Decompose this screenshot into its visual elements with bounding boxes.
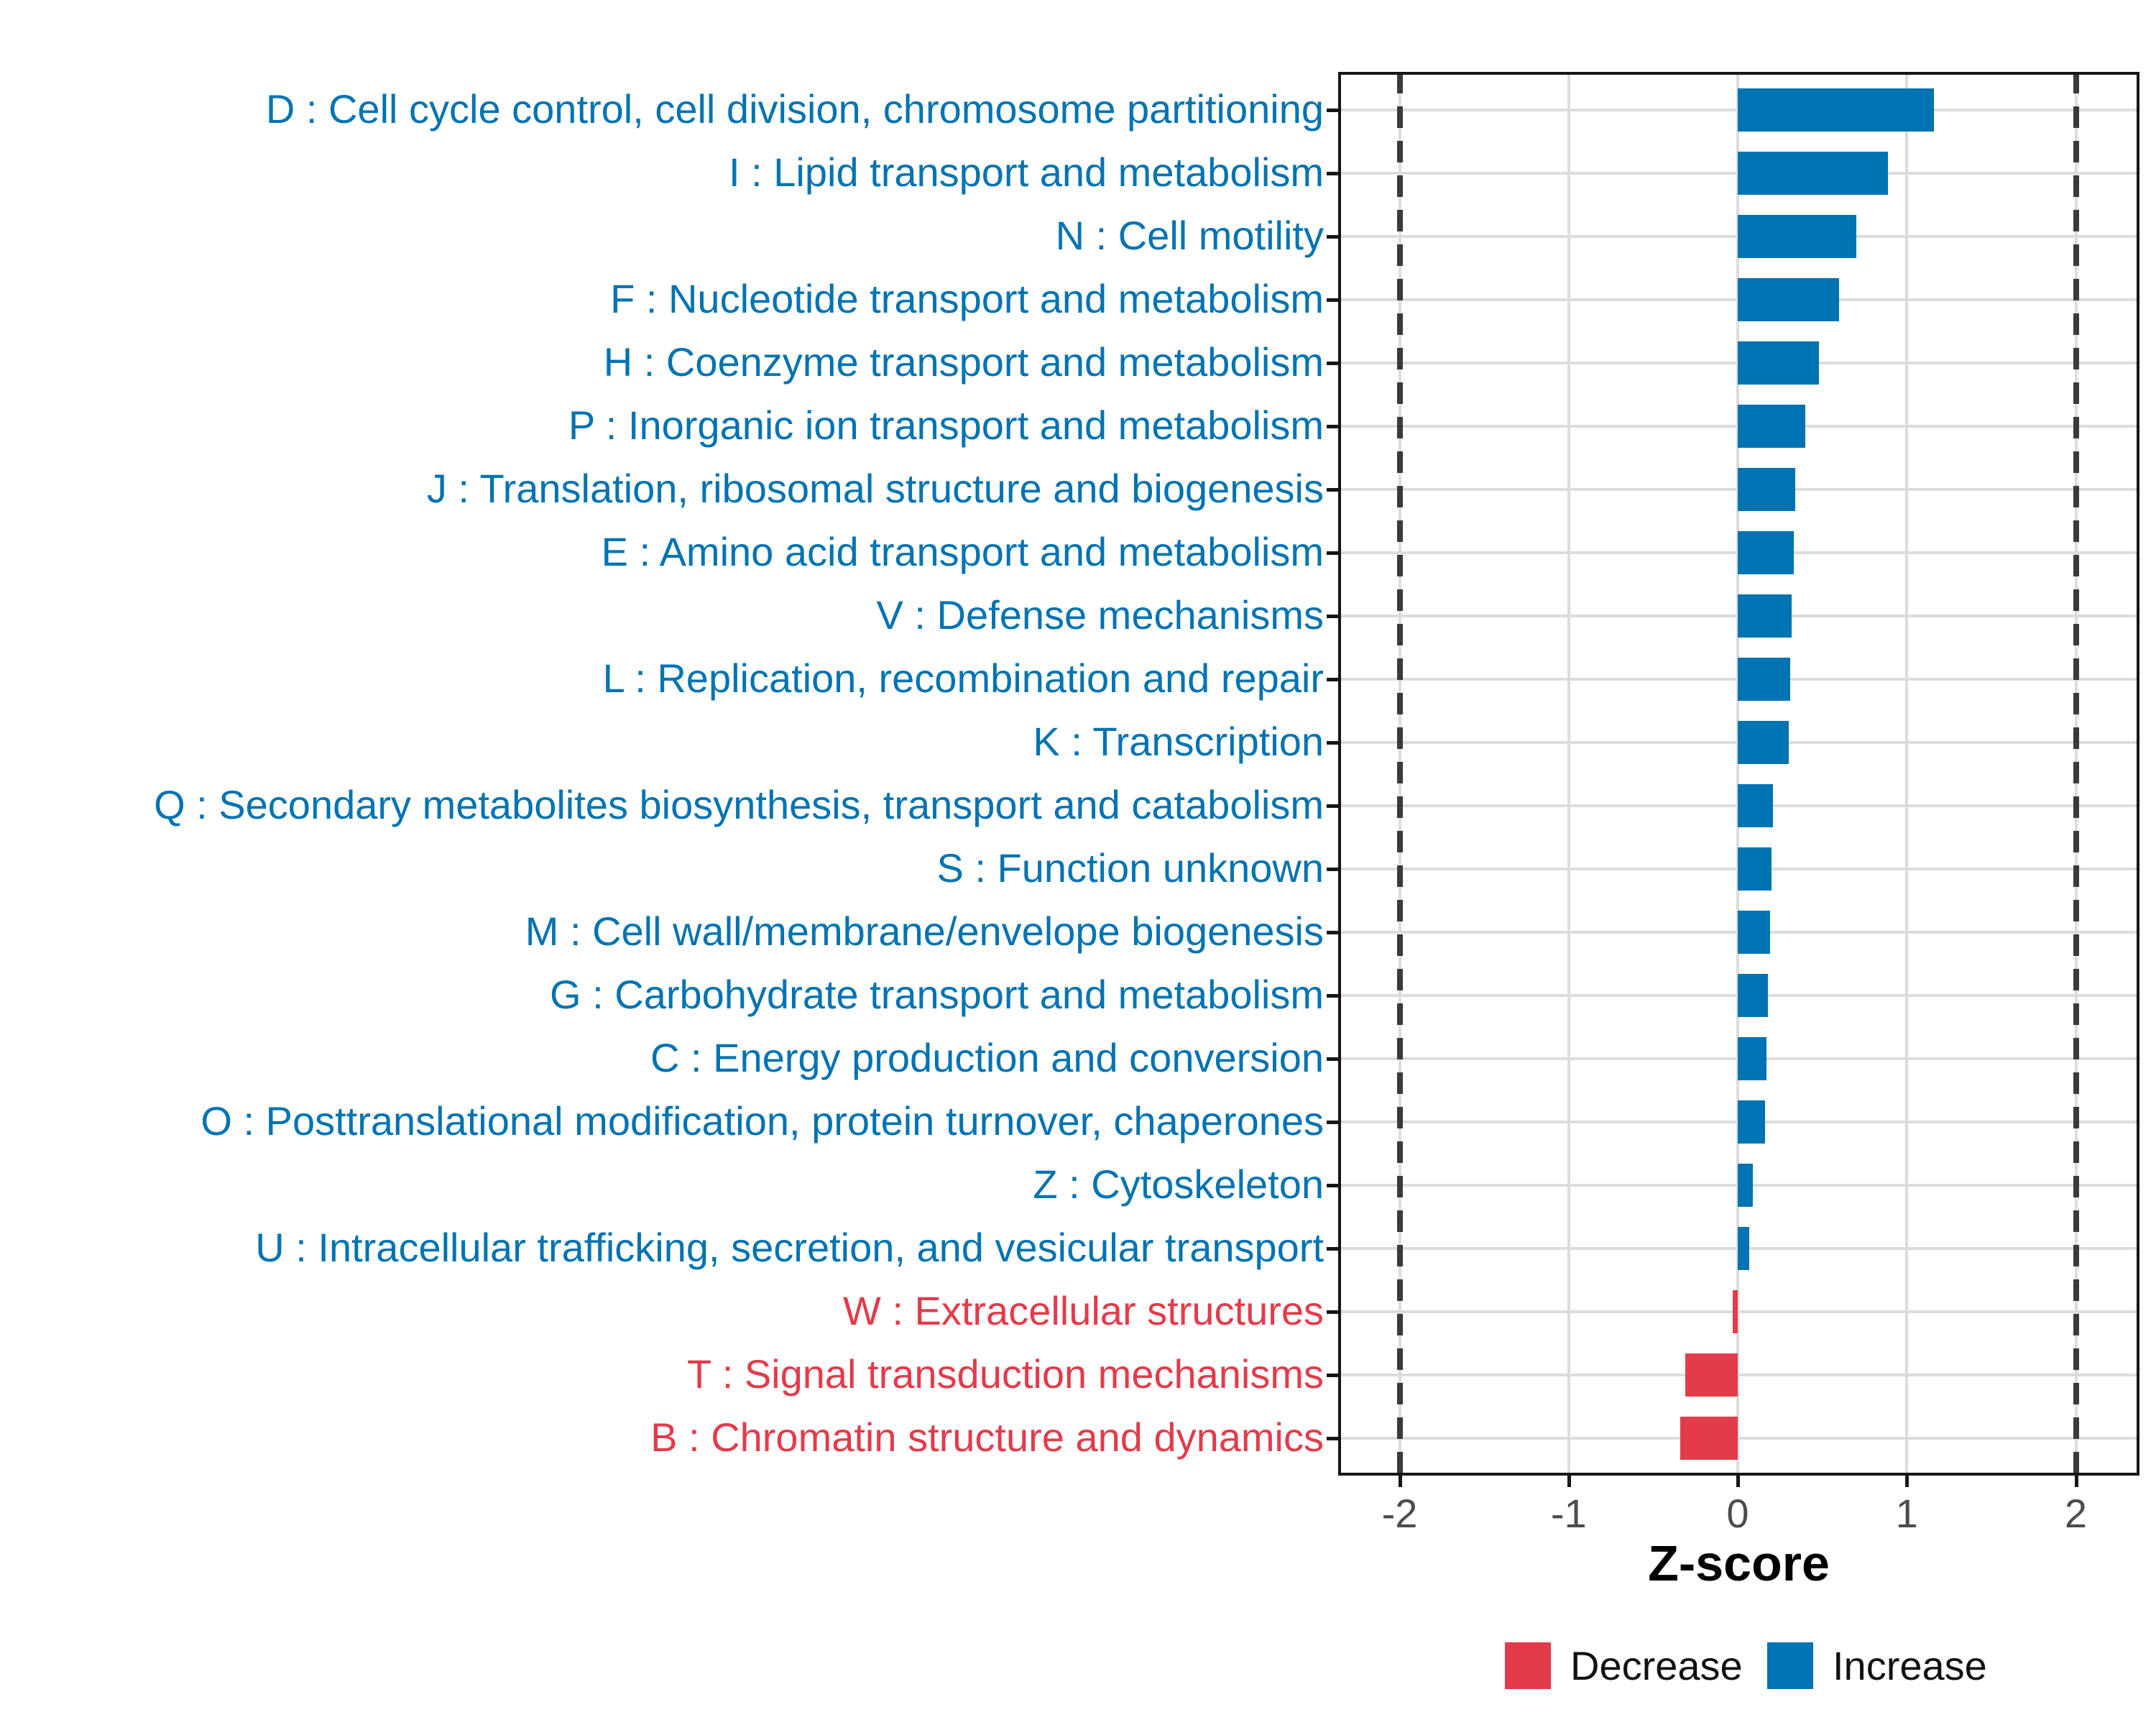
category-label-K: K : Transcription xyxy=(1033,718,1324,764)
y-tick-C xyxy=(1327,1057,1338,1061)
y-tick-V xyxy=(1327,615,1338,618)
bar-B xyxy=(1680,1417,1738,1460)
category-label-F: F : Nucleotide transport and metabolism xyxy=(610,275,1324,321)
x-tick-label--1: -1 xyxy=(1550,1491,1587,1536)
x-tick-label-1: 1 xyxy=(1895,1491,1918,1536)
category-label-M: M : Cell wall/membrane/envelope biogenes… xyxy=(525,908,1324,954)
category-label-W: W : Extracellular structures xyxy=(842,1287,1324,1333)
category-label-O: O : Posttranslational modification, prot… xyxy=(201,1098,1324,1144)
x-tick--1 xyxy=(1567,1476,1571,1487)
bar-U xyxy=(1738,1227,1750,1270)
category-label-N: N : Cell motility xyxy=(1055,212,1324,258)
category-label-I: I : Lipid transport and metabolism xyxy=(729,149,1324,195)
y-tick-U xyxy=(1327,1247,1338,1251)
y-tick-S xyxy=(1327,868,1338,871)
category-label-Q: Q : Secondary metabolites biosynthesis, … xyxy=(154,781,1324,827)
gridline-row-T xyxy=(1338,1374,2139,1376)
category-label-Z: Z : Cytoskeleton xyxy=(1033,1161,1324,1207)
legend-swatch-decrease xyxy=(1505,1642,1551,1689)
dashed-refline-x--2 xyxy=(1396,72,1403,1476)
bar-E xyxy=(1738,531,1794,574)
category-label-V: V : Defense mechanisms xyxy=(876,592,1324,638)
bar-M xyxy=(1738,911,1770,954)
bar-Z xyxy=(1738,1164,1754,1207)
category-label-G: G : Carbohydrate transport and metabolis… xyxy=(550,971,1324,1017)
gridline-x--1 xyxy=(1567,72,1570,1476)
gridline-row-B xyxy=(1338,1437,2139,1440)
y-tick-D xyxy=(1327,109,1338,112)
y-tick-I xyxy=(1327,172,1338,175)
y-tick-K xyxy=(1327,741,1338,745)
x-axis-title: Z-score xyxy=(1648,1535,1830,1591)
category-label-C: C : Energy production and conversion xyxy=(650,1034,1324,1080)
category-label-U: U : Intracellular trafficking, secretion… xyxy=(255,1224,1324,1270)
y-tick-W xyxy=(1327,1310,1338,1314)
plot-panel xyxy=(1338,72,2139,1476)
bar-F xyxy=(1738,278,1840,321)
bar-N xyxy=(1738,215,1856,258)
y-tick-B xyxy=(1327,1437,1338,1440)
legend-label-decrease: Decrease xyxy=(1570,1643,1743,1688)
category-label-E: E : Amino acid transport and metabolism xyxy=(601,528,1324,574)
bar-W xyxy=(1732,1290,1738,1333)
x-tick--2 xyxy=(1398,1476,1402,1487)
bar-S xyxy=(1738,847,1772,891)
y-tick-J xyxy=(1327,488,1338,492)
bar-I xyxy=(1738,152,1889,195)
y-tick-H xyxy=(1327,362,1338,365)
dashed-refline-x-2 xyxy=(2073,72,2079,1476)
bar-O xyxy=(1738,1100,1765,1144)
bar-V xyxy=(1738,594,1792,638)
y-tick-G xyxy=(1327,994,1338,998)
category-label-D: D : Cell cycle control, cell division, c… xyxy=(265,86,1324,132)
bar-C xyxy=(1738,1037,1766,1080)
category-label-J: J : Translation, ribosomal structure and… xyxy=(426,465,1324,511)
y-tick-N xyxy=(1327,235,1338,239)
bar-J xyxy=(1738,468,1795,511)
category-label-H: H : Coenzyme transport and metabolism xyxy=(603,339,1324,385)
legend-swatch-increase xyxy=(1767,1642,1813,1689)
x-tick-0 xyxy=(1736,1476,1740,1487)
x-tick-label-2: 2 xyxy=(2064,1491,2088,1536)
y-tick-P xyxy=(1327,425,1338,428)
gridline-row-W xyxy=(1338,1310,2139,1313)
y-tick-T xyxy=(1327,1374,1338,1377)
bar-Q xyxy=(1738,784,1774,827)
bar-D xyxy=(1738,88,1934,132)
x-tick-2 xyxy=(2074,1476,2078,1487)
bar-T xyxy=(1685,1353,1738,1397)
bar-P xyxy=(1738,405,1806,448)
y-tick-E xyxy=(1327,551,1338,555)
x-tick-1 xyxy=(1905,1476,1909,1487)
y-tick-Z xyxy=(1327,1184,1338,1187)
y-tick-Q xyxy=(1327,804,1338,808)
bar-H xyxy=(1738,341,1819,385)
category-label-B: B : Chromatin structure and dynamics xyxy=(650,1414,1324,1460)
bar-L xyxy=(1738,658,1790,701)
bar-G xyxy=(1738,974,1769,1017)
bar-K xyxy=(1738,721,1789,764)
legend-label-increase: Increase xyxy=(1833,1643,1987,1688)
category-label-S: S : Function unknown xyxy=(936,845,1324,891)
gridline-x-1 xyxy=(1905,72,1909,1476)
gridline-x-0 xyxy=(1736,72,1739,1476)
category-label-T: T : Signal transduction mechanisms xyxy=(686,1351,1324,1397)
y-tick-F xyxy=(1327,298,1338,302)
category-label-P: P : Inorganic ion transport and metaboli… xyxy=(568,402,1324,448)
x-tick-label--2: -2 xyxy=(1381,1491,1418,1536)
category-label-L: L : Replication, recombination and repai… xyxy=(602,655,1324,701)
y-tick-M xyxy=(1327,931,1338,934)
x-tick-label-0: 0 xyxy=(1726,1491,1749,1536)
y-tick-O xyxy=(1327,1121,1338,1124)
y-tick-L xyxy=(1327,678,1338,681)
